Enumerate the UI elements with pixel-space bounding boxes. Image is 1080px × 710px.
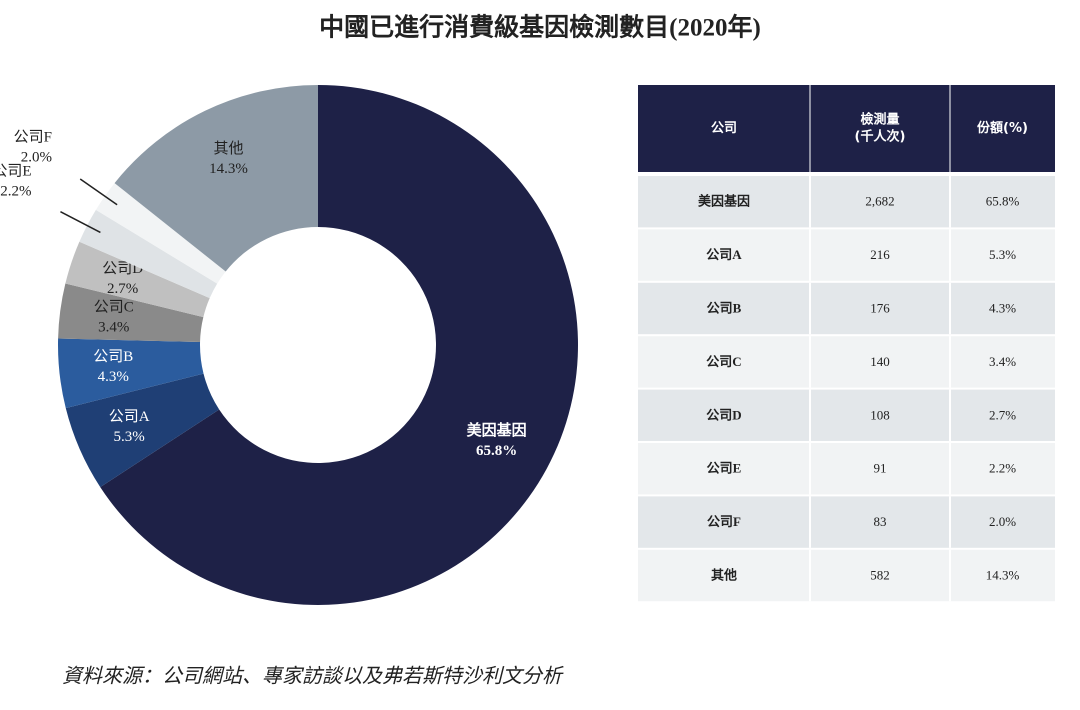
- slice-label: 公司A: [109, 409, 150, 425]
- table-row: [638, 282, 1055, 335]
- table-cell: 2,682: [865, 194, 894, 209]
- table-row: [638, 496, 1055, 548]
- slice-label: 公司F: [14, 130, 52, 146]
- table-cell: 2.2%: [989, 461, 1016, 476]
- slice-label: 公司B: [93, 349, 133, 365]
- table-header-label: 份額(%): [977, 120, 1028, 136]
- table-cell: 582: [870, 567, 890, 582]
- slice-value-label: 5.3%: [114, 429, 145, 445]
- pie-slice: [100, 85, 578, 605]
- table-cell: 216: [870, 247, 890, 262]
- table-cell: 公司E: [707, 461, 742, 476]
- pie-slice: [58, 283, 204, 343]
- table-cell: 3.4%: [989, 354, 1016, 369]
- slice-label: 美因基因: [467, 421, 527, 439]
- table-row: [638, 549, 1055, 602]
- pie-slice: [114, 85, 318, 272]
- pie-slice: [95, 183, 226, 284]
- pie-slice: [58, 338, 204, 409]
- table-header-label: 公司: [711, 121, 737, 136]
- slice-value-label: 2.2%: [0, 184, 31, 200]
- slice-value-label: 2.0%: [21, 150, 52, 166]
- table-cell: 公司D: [706, 407, 741, 422]
- table-cell: 5.3%: [989, 247, 1016, 262]
- source-note: 資料來源：公司網站、專家訪談以及弗若斯特沙利文分析: [62, 666, 564, 688]
- table-cell: 其他: [711, 567, 737, 582]
- leader-line: [79, 178, 118, 206]
- table-cell: 91: [874, 461, 887, 476]
- table-cell: 2.7%: [989, 407, 1016, 422]
- table-cell: 公司C: [706, 354, 741, 369]
- table-cell: 4.3%: [989, 300, 1016, 315]
- table-cell: 176: [870, 300, 890, 315]
- table-row: [638, 336, 1055, 388]
- leader-line: [60, 211, 101, 234]
- table-cell: 108: [870, 407, 890, 422]
- chart-title: 中國已進行消費級基因檢測數目(2020年): [319, 13, 761, 42]
- table-row: [638, 389, 1055, 441]
- table-cell: 140: [870, 354, 890, 369]
- slice-value-label: 65.8%: [476, 443, 517, 459]
- table-header-label: (千人次): [855, 129, 906, 145]
- table-cell: 2.0%: [989, 514, 1016, 529]
- slice-value-label: 2.7%: [107, 281, 138, 297]
- pie-slice: [65, 241, 210, 318]
- table-cell: 美因基因: [698, 194, 750, 209]
- table-row: [638, 229, 1055, 281]
- slice-label: 其他: [214, 140, 244, 157]
- table-row: [638, 443, 1055, 495]
- slice-value-label: 14.3%: [209, 161, 248, 177]
- table-cell: 公司B: [707, 300, 742, 315]
- table-row: [638, 176, 1055, 228]
- slice-value-label: 3.4%: [98, 319, 129, 335]
- slice-label: 公司C: [94, 299, 134, 315]
- pie-slice: [65, 373, 220, 488]
- table-header: [638, 85, 1055, 172]
- table-cell: 83: [874, 514, 887, 529]
- table-cell: 65.8%: [986, 194, 1020, 209]
- slice-value-label: 4.3%: [98, 369, 129, 385]
- table-cell: 14.3%: [986, 567, 1020, 582]
- pie-slice: [79, 209, 218, 299]
- table-cell: 公司F: [707, 514, 741, 529]
- table-cell: 公司A: [706, 247, 742, 262]
- table-header-label: 檢測量: [860, 112, 899, 128]
- slice-label: 公司E: [0, 164, 32, 180]
